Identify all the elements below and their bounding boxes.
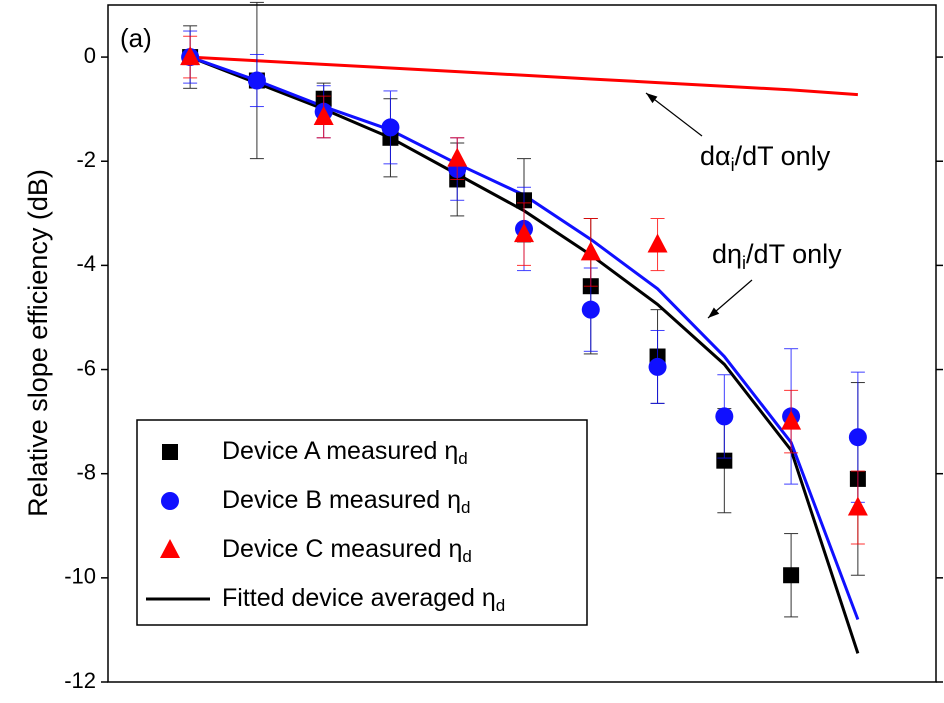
legend-subscript: d	[461, 498, 470, 517]
marker-triangle	[447, 147, 468, 167]
legend-subscript: d	[462, 547, 471, 566]
fit-line	[190, 55, 858, 97]
y-tick-label: -2	[76, 147, 96, 172]
legend-label: Fitted device averaged ηd	[222, 584, 505, 616]
annotation-subscript: i	[742, 253, 746, 273]
marker-triangle	[781, 410, 802, 430]
y-tick-label: -12	[64, 668, 96, 693]
y-tick-label: -10	[64, 564, 96, 589]
legend-subscript: d	[496, 596, 505, 615]
legend-label: Device B measured ηd	[222, 486, 470, 518]
y-axis-label: Relative slope efficiency (dB)	[23, 169, 53, 517]
annotation-text: /dT only	[746, 239, 842, 269]
legend-text: Device B measured η	[222, 486, 461, 514]
annotation-text: dη	[712, 239, 742, 269]
plot-area	[180, 1, 868, 654]
annotation: dηi/dT only	[712, 239, 842, 273]
legend-marker	[160, 539, 180, 558]
marker-circle	[848, 428, 867, 447]
legend-text: Fitted device averaged η	[222, 584, 496, 612]
y-tick-label: -4	[76, 251, 96, 276]
panel-label: (a)	[120, 23, 152, 53]
marker-square	[716, 452, 733, 469]
marker-circle	[381, 118, 400, 137]
plot-frame	[107, 4, 937, 683]
annotation-text: /dT only	[735, 141, 831, 171]
arrow-head	[646, 93, 658, 104]
legend-marker	[161, 492, 179, 510]
marker-triangle	[847, 496, 868, 516]
marker-square	[783, 567, 800, 584]
marker-circle	[581, 300, 600, 319]
y-tick-label: 0	[84, 43, 96, 68]
marker-circle	[715, 407, 734, 426]
annotation-arrow	[645, 92, 703, 137]
marker-triangle	[313, 105, 334, 125]
legend-text: Device C measured η	[222, 535, 462, 563]
legend-label: Device C measured ηd	[222, 535, 472, 567]
marker-triangle	[514, 223, 535, 243]
legend-subscript: d	[458, 449, 467, 468]
marker-triangle	[180, 46, 201, 66]
marker-triangle	[647, 233, 668, 253]
marker-circle	[648, 357, 667, 376]
marker-circle	[247, 71, 266, 90]
legend-box	[136, 419, 588, 626]
legend-text: Device A measured η	[222, 437, 458, 465]
marker-triangle	[580, 241, 601, 261]
y-tick-label: -8	[76, 460, 96, 485]
arrow-head	[708, 307, 720, 318]
annotation-subscript: i	[731, 155, 735, 175]
y-tick-label: -6	[76, 355, 96, 380]
annotation-text: dα	[700, 141, 731, 171]
annotation: dαi/dT only	[700, 141, 831, 175]
legend-marker	[162, 444, 178, 460]
legend-label: Device A measured ηd	[222, 437, 468, 469]
